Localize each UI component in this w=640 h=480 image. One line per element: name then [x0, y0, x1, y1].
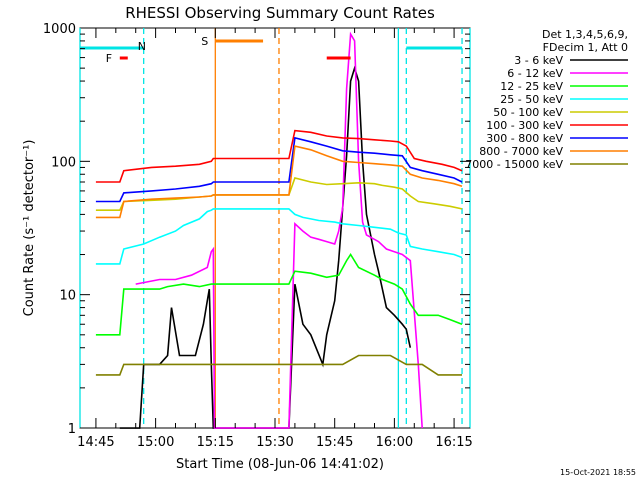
legend-label: 12 - 25 keV — [500, 80, 563, 93]
plot-frame — [79, 27, 471, 429]
x-tick-label: 16:15 — [435, 435, 472, 450]
y-tick-label: 100 — [51, 155, 76, 170]
legend-label: 800 - 7000 keV — [479, 145, 563, 158]
footer-timestamp: 15-Oct-2021 18:55 — [560, 468, 636, 477]
series-line-2 — [95, 253, 463, 336]
night-label: N — [138, 40, 146, 53]
legend-label: 100 - 300 keV — [486, 119, 563, 132]
legend-header-line-1: Det 1,3,4,5,6,9, — [542, 28, 628, 41]
y-axis: 1 10 100 1000 — [43, 22, 470, 437]
series-line-6 — [95, 136, 463, 203]
series-line-5 — [95, 129, 463, 183]
y-tick-label: 10 — [59, 289, 76, 304]
x-tick-label: 15:30 — [256, 435, 293, 450]
series-layer — [95, 31, 463, 429]
x-axis-label: Start Time (08-Jun-06 14:41:02) — [176, 457, 384, 472]
chart-title: RHESSI Observing Summary Count Rates — [125, 4, 435, 22]
legend-label: 25 - 50 keV — [500, 93, 563, 106]
series-line-3 — [95, 208, 463, 265]
y-tick-label: 1000 — [43, 22, 76, 37]
markers-layer: N — [79, 28, 471, 428]
series-line-7 — [95, 145, 463, 219]
x-tick-label: 15:45 — [316, 435, 353, 450]
state-bar-label: F — [106, 52, 112, 65]
x-tick-label: 14:45 — [77, 435, 114, 450]
series-line-0 — [119, 65, 412, 429]
state-bar-label: S — [201, 35, 208, 48]
x-tick-label: 16:00 — [376, 435, 413, 450]
y-axis-label: Count Rate (s⁻¹ detector⁻¹) — [22, 140, 37, 317]
x-tick-label: 15:00 — [137, 435, 174, 450]
legend-header-line-2: FDecim 1, Att 0 — [543, 41, 628, 54]
series-line-8 — [95, 354, 462, 376]
legend-label: 6 - 12 keV — [507, 67, 563, 80]
bars-layer: FS — [106, 35, 351, 65]
legend-label: 50 - 100 keV — [493, 106, 563, 119]
legend-label: 3 - 6 keV — [514, 54, 563, 67]
y-tick-label: 1 — [68, 422, 76, 437]
series-line-4 — [95, 177, 463, 211]
x-tick-label: 15:15 — [197, 435, 234, 450]
series-line-1 — [135, 31, 423, 429]
legend-label: 300 - 800 keV — [486, 132, 563, 145]
x-axis: 14:45 15:00 15:15 15:30 15:45 16:00 16:15 — [77, 28, 473, 450]
legend-label: 7000 - 15000 keV — [465, 158, 563, 171]
legend: Det 1,3,4,5,6,9, FDecim 1, Att 0 3 - 6 k… — [465, 28, 628, 171]
